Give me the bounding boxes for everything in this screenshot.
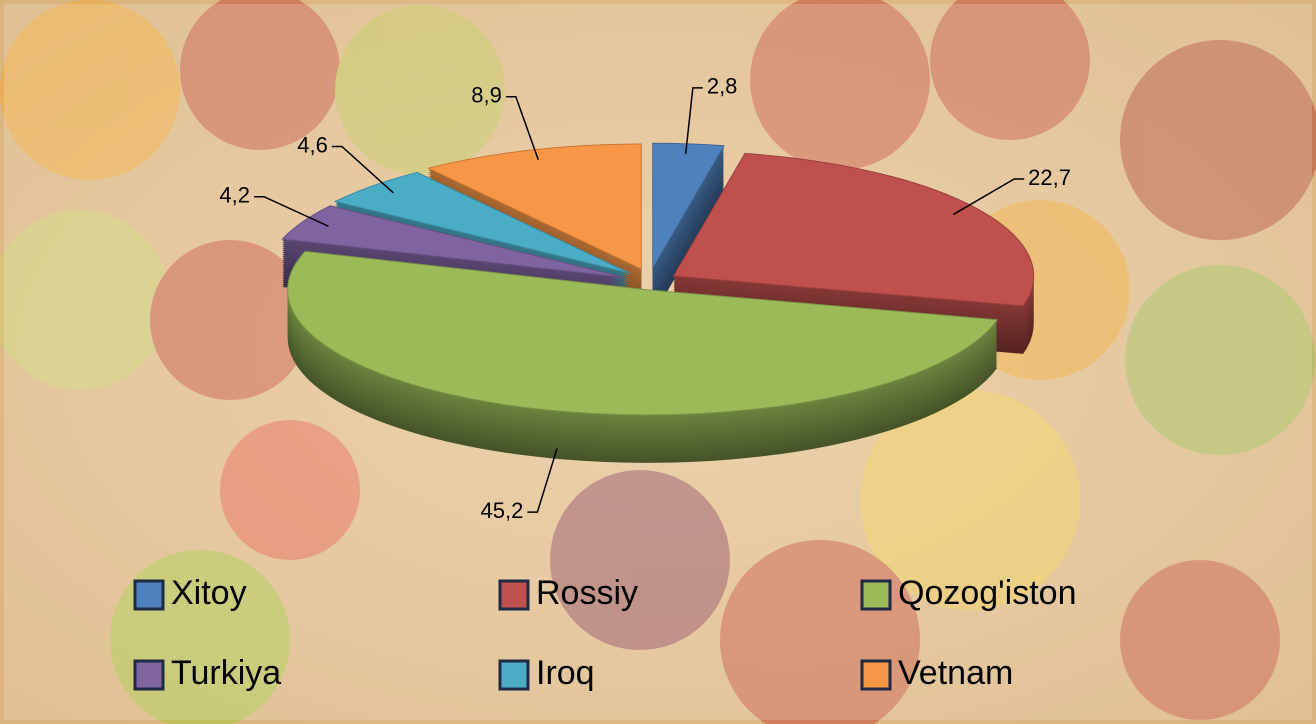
value-label: 2,8 [707, 74, 738, 99]
legend-swatch [135, 661, 163, 689]
value-label: 45,2 [481, 498, 524, 523]
legend-swatch [862, 661, 890, 689]
legend-label: Vetnam [898, 654, 1013, 692]
value-label: 22,7 [1028, 165, 1071, 190]
legend-label: Turkiya [171, 654, 281, 692]
value-label: 8,9 [471, 83, 502, 108]
legend-label: Rossiy [536, 574, 638, 612]
legend-swatch [862, 581, 890, 609]
legend-swatch [135, 581, 163, 609]
chart: 2,8 22,7 45,2 4,2 4,6 8,9 Xitoy Rossiy Qozog'is… [0, 0, 1316, 724]
legend-label: Xitoy [171, 574, 247, 612]
legend-swatch [500, 661, 528, 689]
value-label: 4,6 [297, 132, 328, 157]
legend-swatch [500, 581, 528, 609]
legend-label: Qozog'iston [898, 574, 1076, 612]
legend-label: Iroq [536, 654, 595, 692]
value-label: 4,2 [219, 183, 250, 208]
